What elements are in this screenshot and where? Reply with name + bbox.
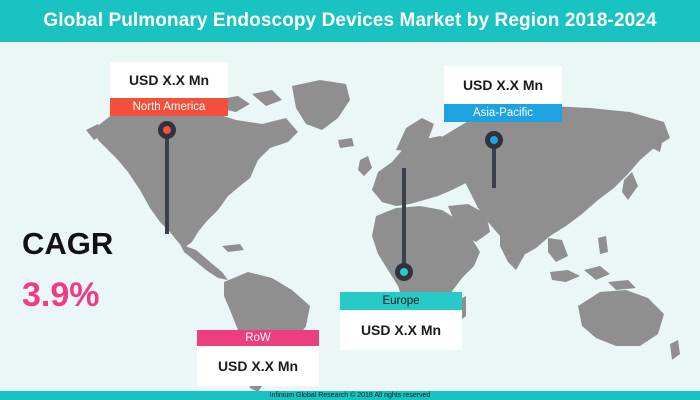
cagr-value: 3.9% bbox=[22, 276, 100, 314]
footer-bar: Infinium Global Research © 2018 All righ… bbox=[0, 391, 700, 400]
page-title: Global Pulmonary Endoscopy Devices Marke… bbox=[43, 10, 657, 31]
europe-label: Europe bbox=[340, 292, 462, 310]
europe-callout: Europe USD X.X Mn bbox=[340, 292, 462, 350]
africa-landmass bbox=[372, 206, 480, 332]
row-value: USD X.X Mn bbox=[197, 346, 319, 386]
asia-pacific-value: USD X.X Mn bbox=[444, 66, 562, 104]
north-america-label: North America bbox=[110, 98, 228, 116]
north-america-value: USD X.X Mn bbox=[110, 62, 228, 98]
row-callout: RoW USD X.X Mn bbox=[197, 330, 319, 386]
europe-marker bbox=[395, 168, 413, 281]
asia-pacific-callout: USD X.X Mn Asia-Pacific bbox=[444, 66, 562, 122]
asia-pacific-label: Asia-Pacific bbox=[444, 104, 562, 122]
australia-landmass bbox=[578, 290, 664, 346]
cagr-label: CAGR bbox=[22, 226, 114, 261]
north-america-marker bbox=[158, 121, 176, 234]
north-america-callout: USD X.X Mn North America bbox=[110, 62, 228, 116]
row-label: RoW bbox=[197, 330, 319, 346]
greenland-landmass bbox=[292, 80, 350, 130]
title-bar: Global Pulmonary Endoscopy Devices Marke… bbox=[0, 0, 700, 42]
europe-value: USD X.X Mn bbox=[340, 310, 462, 350]
north-america-landmass bbox=[95, 103, 298, 248]
copyright-text: Infinium Global Research © 2018 All righ… bbox=[269, 392, 431, 399]
asia-pacific-marker bbox=[485, 131, 503, 188]
